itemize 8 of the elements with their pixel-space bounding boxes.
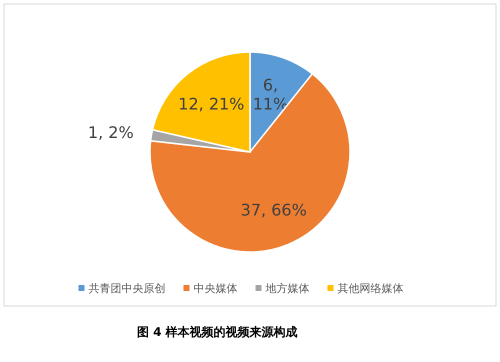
caption: 图 4 样本视频的视频来源构成 — [137, 325, 298, 339]
legend-label: 地方媒体 — [264, 282, 310, 295]
legend-label: 其他网络媒体 — [338, 282, 404, 295]
data-label: 12, 21% — [178, 94, 244, 114]
data-label: 37, 66% — [240, 200, 307, 220]
legend-label: 中央媒体 — [194, 282, 238, 295]
data-label: 1, 2% — [88, 123, 134, 142]
legend-label: 共青团中央原创 — [88, 282, 166, 295]
